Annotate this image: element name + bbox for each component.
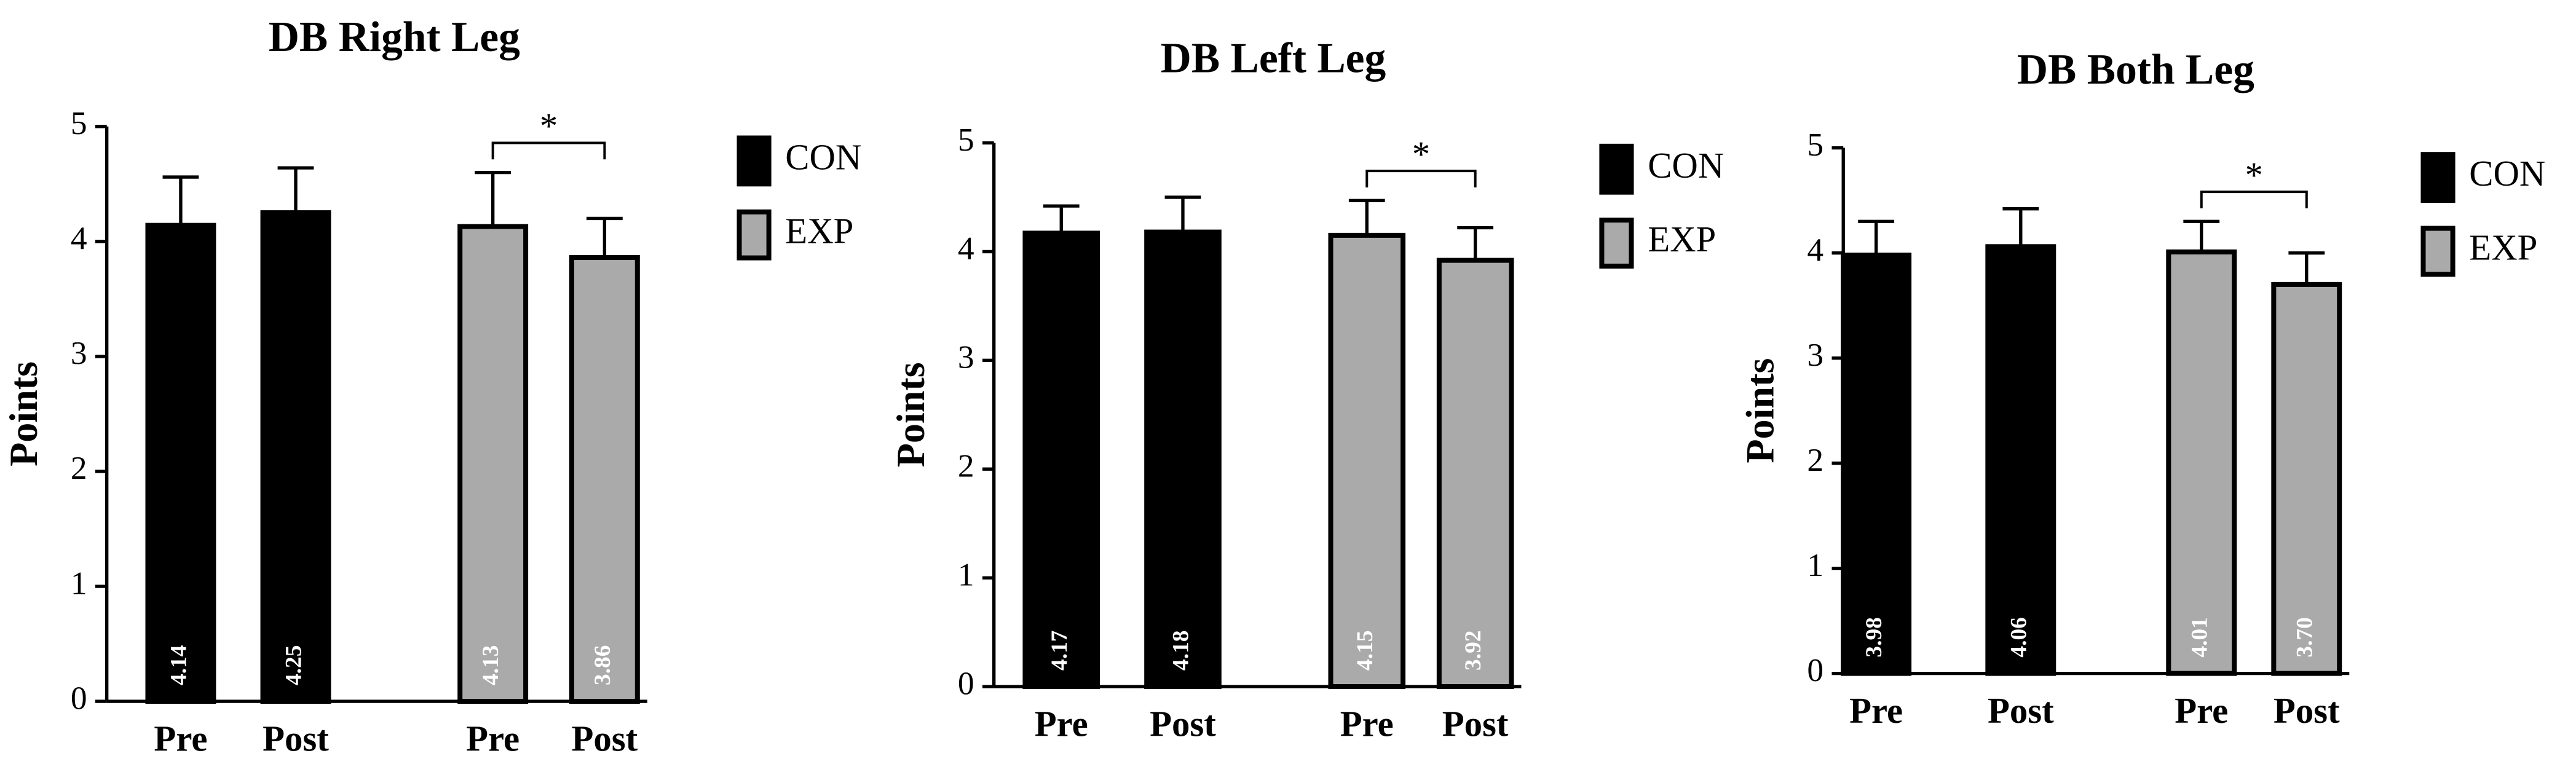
significance-bracket [1365,170,1477,187]
value-label: 4.06 [2006,617,2031,657]
x-tick-label: Post [1150,704,1216,744]
bar [2166,249,2237,676]
value-label: 3.98 [1862,617,1887,657]
y-tick-label: 2 [958,447,974,484]
y-tick-label: 0 [958,664,974,701]
significance-mark: * [540,106,558,146]
x-tick-label: Pre [1340,704,1394,744]
legend-swatch [2420,226,2455,277]
bar [1985,244,2056,676]
y-tick-label: 5 [958,121,974,158]
legend-label: CON [2469,154,2545,194]
x-tick-label: Pre [1035,704,1088,744]
value-label: 3.92 [1461,630,1486,670]
legend-label: EXP [785,211,853,251]
x-tick-label: Post [2274,691,2340,731]
x-tick-label: Pre [2175,691,2228,731]
y-axis-label: Points [889,362,933,467]
legend-swatch [2420,152,2455,203]
legend-label: CON [1648,146,1724,186]
value-label: 3.70 [2292,617,2317,657]
bar [260,210,331,704]
value-label: 4.17 [1047,630,1072,670]
y-tick-label: 4 [958,230,974,267]
legend-label: EXP [1648,219,1716,259]
bar [569,255,640,704]
chart-title: DB Left Leg [1161,35,1386,82]
value-label: 4.15 [1353,630,1378,670]
bar [1328,232,1406,690]
y-tick-label: 2 [1807,441,1823,478]
legend-swatch [737,209,772,261]
legend-swatch [1599,143,1634,195]
y-tick-label: 4 [71,219,87,256]
y-tick-label: 1 [1807,546,1823,583]
bar [1841,252,1912,676]
value-label: 4.25 [282,645,307,685]
x-tick-label: Post [263,719,329,758]
y-tick-label: 2 [71,449,87,486]
chart-title: DB Both Leg [2017,46,2254,93]
y-tick-label: 0 [1807,652,1823,688]
y-tick-label: 3 [71,334,87,371]
value-label: 4.14 [167,645,192,685]
bar [2271,282,2342,676]
value-label: 4.18 [1169,630,1194,670]
y-tick-label: 1 [71,564,87,601]
y-tick-label: 1 [958,556,974,593]
y-axis-label: Points [1739,358,1782,463]
y-tick-label: 5 [1807,126,1823,163]
legend-label: CON [785,137,861,177]
legend-label: EXP [2469,227,2537,267]
value-label: 3.86 [590,645,615,685]
legend-swatch [737,135,772,187]
bar [457,224,529,704]
x-tick-label: Pre [466,719,520,758]
legend-swatch [1599,218,1634,269]
y-tick-label: 3 [958,339,974,376]
bar [145,223,216,704]
y-tick-label: 3 [1807,336,1823,373]
y-tick-label: 4 [1807,231,1823,268]
x-tick-label: Post [1988,691,2054,731]
value-label: 4.13 [478,645,504,685]
significance-bracket [491,141,606,160]
y-tick-label: 0 [71,679,87,716]
bar [1144,229,1222,690]
bar [1022,230,1100,690]
significance-mark: * [2245,155,2263,195]
y-axis-label: Points [2,361,45,467]
significance-mark: * [1412,134,1430,174]
value-label: 4.01 [2187,617,2212,657]
bar [1436,258,1514,690]
x-tick-label: Post [572,719,638,758]
significance-bracket [2200,191,2308,208]
x-tick-label: Pre [1849,691,1903,731]
x-tick-label: Post [1442,704,1509,744]
x-tick-label: Pre [154,719,207,758]
chart-title: DB Right Leg [269,14,520,61]
y-tick-label: 5 [71,104,87,141]
